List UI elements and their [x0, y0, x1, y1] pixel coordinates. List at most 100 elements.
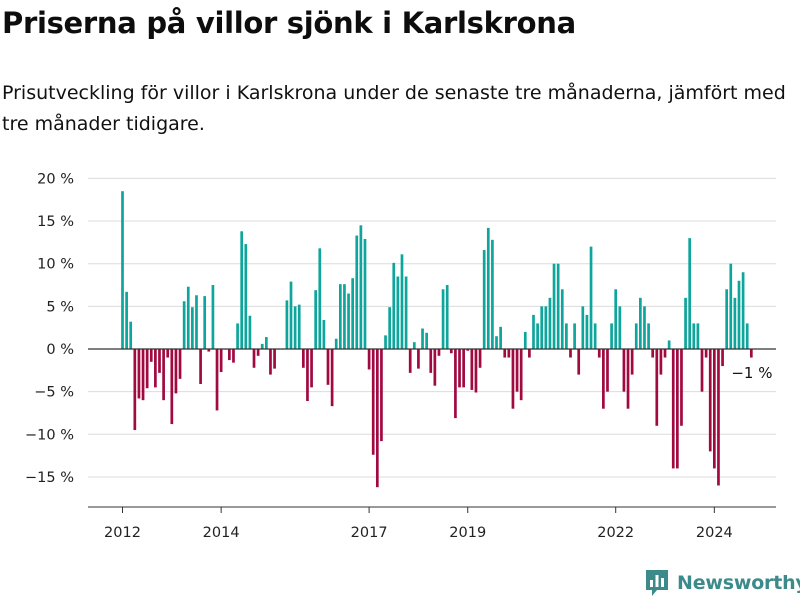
y-tick-label: 10 %	[37, 257, 74, 273]
bar	[552, 263, 556, 349]
y-axis-labels: 20 % 15 % 10 % 5 % 0 % −5 % −10 % −15 %	[25, 171, 74, 486]
page-title: Priserna på villor sjönk i Karlskrona	[2, 6, 576, 40]
bar	[318, 248, 322, 349]
bar-chart: 20 %15 %10 %5 %0 %−5 %−10 %−15 % 2012 201…	[25, 171, 776, 541]
bar	[478, 349, 482, 368]
bar	[445, 285, 449, 349]
bar	[528, 349, 531, 358]
y-tick-label: 5 %	[46, 299, 74, 315]
bar	[355, 235, 359, 349]
bar	[400, 254, 404, 349]
bar	[207, 349, 211, 352]
bar	[733, 297, 737, 349]
bar	[158, 349, 161, 373]
bar	[396, 276, 400, 349]
bar	[347, 293, 350, 349]
bar	[240, 231, 244, 349]
bar	[749, 349, 753, 358]
bar	[359, 225, 363, 349]
bar	[421, 328, 424, 349]
bar	[441, 289, 445, 349]
bar	[536, 323, 539, 349]
bar	[174, 349, 178, 394]
bar	[462, 349, 465, 388]
bar	[696, 323, 700, 349]
bar-chart-logo-icon	[646, 570, 668, 596]
bar	[721, 349, 724, 367]
bar	[244, 244, 248, 349]
bar	[182, 301, 186, 349]
bar	[700, 349, 704, 392]
bar	[162, 349, 165, 401]
bar	[556, 263, 560, 349]
y-tick-label: 15 %	[37, 214, 74, 230]
bar	[717, 349, 720, 486]
x-tick-label: 2024	[696, 525, 733, 541]
bar	[688, 238, 692, 349]
bar	[121, 191, 124, 349]
bar	[499, 326, 502, 349]
bar	[293, 306, 297, 349]
bar	[232, 349, 235, 363]
x-tick-label: 2012	[104, 525, 141, 541]
bar	[178, 349, 182, 379]
bar	[651, 349, 655, 358]
bar	[425, 332, 428, 349]
bar	[137, 349, 141, 399]
bar	[602, 349, 605, 409]
bar	[285, 300, 289, 349]
newsworthy-logo: Newsworthy	[644, 567, 800, 599]
annotations: −1 %	[731, 364, 772, 382]
bar	[322, 320, 326, 349]
bar	[133, 349, 137, 431]
bar	[466, 349, 470, 351]
bar	[338, 284, 342, 349]
bar	[474, 349, 478, 393]
bar	[565, 323, 568, 349]
bar	[692, 323, 696, 349]
bar	[684, 297, 687, 349]
bar	[544, 306, 548, 349]
bar	[618, 306, 622, 349]
bar	[429, 349, 433, 373]
bar	[597, 349, 601, 358]
bar	[511, 349, 515, 409]
bar	[573, 323, 576, 349]
bar	[125, 291, 128, 349]
bar	[458, 349, 461, 388]
bar	[380, 349, 383, 442]
bar	[203, 296, 207, 349]
bar	[314, 290, 318, 349]
bar	[306, 349, 309, 402]
bar	[269, 349, 272, 375]
bar	[195, 295, 198, 349]
bar	[330, 349, 334, 407]
bar	[412, 342, 416, 349]
bar	[388, 307, 391, 349]
bar	[630, 349, 634, 375]
bar	[449, 349, 453, 354]
bar	[626, 349, 630, 409]
bar	[417, 349, 420, 369]
bar	[334, 338, 338, 349]
bar	[745, 323, 749, 349]
x-tick-label: 2019	[449, 525, 486, 541]
bar	[708, 349, 712, 452]
bar	[634, 323, 638, 349]
bar	[585, 314, 589, 349]
y-tick-label: 20 %	[37, 171, 74, 187]
y-tick-label: −10 %	[25, 427, 74, 443]
bar	[704, 349, 708, 358]
bar	[503, 349, 507, 358]
bar	[712, 349, 716, 469]
bar	[265, 337, 268, 349]
bar	[519, 349, 523, 401]
bar	[215, 349, 219, 411]
bar	[741, 272, 745, 349]
bar	[260, 343, 264, 349]
bar	[199, 349, 202, 384]
bar	[273, 349, 276, 369]
gridlines	[88, 177, 776, 478]
bar	[667, 340, 671, 349]
page-subtitle: Prisutveckling för villor i Karlskrona u…	[2, 82, 786, 135]
